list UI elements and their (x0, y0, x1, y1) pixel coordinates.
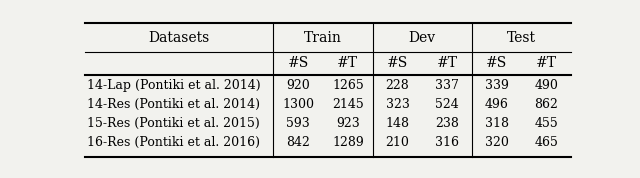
Text: 593: 593 (286, 117, 310, 130)
Text: 524: 524 (435, 98, 459, 111)
Text: Train: Train (304, 32, 342, 46)
Text: 228: 228 (385, 79, 410, 92)
Text: 496: 496 (484, 98, 509, 111)
Text: #T: #T (436, 56, 458, 70)
Text: #T: #T (536, 56, 557, 70)
Text: 210: 210 (385, 136, 410, 149)
Text: 14-Res (Pontiki et al. 2014): 14-Res (Pontiki et al. 2014) (88, 98, 260, 111)
Text: 339: 339 (484, 79, 509, 92)
Text: 842: 842 (286, 136, 310, 149)
Text: 1289: 1289 (332, 136, 364, 149)
Text: #S: #S (387, 56, 408, 70)
Text: 1265: 1265 (332, 79, 364, 92)
Text: 320: 320 (484, 136, 509, 149)
Text: 923: 923 (336, 117, 360, 130)
Text: 238: 238 (435, 117, 459, 130)
Text: 14-Lap (Pontiki et al. 2014): 14-Lap (Pontiki et al. 2014) (88, 79, 261, 92)
Text: 465: 465 (534, 136, 558, 149)
Text: 15-Res (Pontiki et al. 2015): 15-Res (Pontiki et al. 2015) (88, 117, 260, 130)
Text: 323: 323 (385, 98, 410, 111)
Text: 16-Res (Pontiki et al. 2016): 16-Res (Pontiki et al. 2016) (88, 136, 260, 149)
Text: 2145: 2145 (332, 98, 364, 111)
Text: 318: 318 (484, 117, 509, 130)
Text: Datasets: Datasets (148, 32, 210, 46)
Text: 862: 862 (534, 98, 558, 111)
Text: 1300: 1300 (282, 98, 314, 111)
Text: #S: #S (486, 56, 508, 70)
Text: 455: 455 (534, 117, 558, 130)
Text: 337: 337 (435, 79, 459, 92)
Text: 148: 148 (385, 117, 410, 130)
Text: Test: Test (507, 32, 536, 46)
Text: Dev: Dev (409, 32, 436, 46)
Text: 316: 316 (435, 136, 459, 149)
Text: 920: 920 (286, 79, 310, 92)
Text: #T: #T (337, 56, 358, 70)
Text: #S: #S (287, 56, 309, 70)
Text: 490: 490 (534, 79, 558, 92)
